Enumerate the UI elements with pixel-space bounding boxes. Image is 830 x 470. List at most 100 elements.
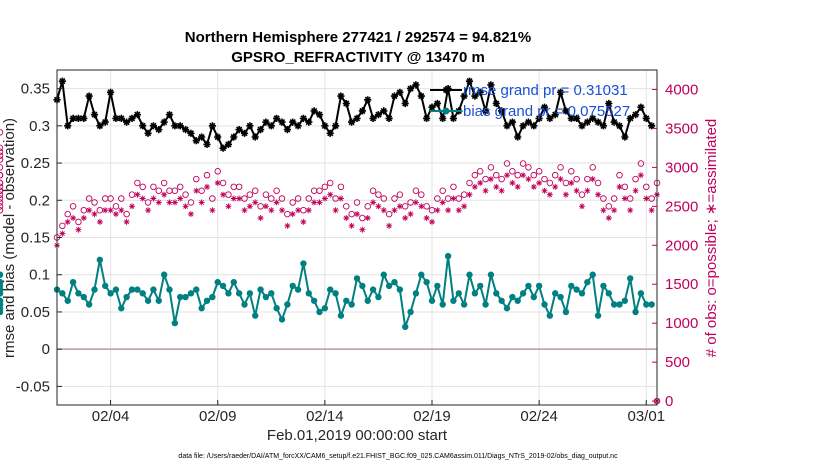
assimilated-obs-point [177, 195, 184, 202]
assimilated-obs-point [118, 207, 125, 214]
bias-point [214, 278, 221, 286]
rmse-point [519, 122, 527, 130]
rmse-point [364, 96, 372, 104]
assimilated-obs-point [579, 203, 585, 210]
x-tick-label: 02/09 [199, 408, 237, 425]
rmse-point [417, 92, 425, 100]
y-tick-label-left: 0.15 [21, 230, 50, 247]
assimilated-obs-point [391, 207, 398, 214]
y-tick-label-left: 0.35 [21, 81, 50, 98]
assimilated-obs-point [311, 199, 318, 206]
x-tick-label: 02/19 [413, 408, 451, 425]
y-tick-label-right: 4000 [665, 81, 698, 98]
possible-obs-point [278, 195, 286, 202]
bias-point [75, 290, 82, 297]
bias-point [493, 290, 500, 297]
rmse-point [160, 118, 168, 126]
rmse-point [257, 126, 265, 134]
rmse-point [289, 118, 297, 126]
bias-series [0, 252, 655, 331]
y-axis-label-left: rmse and bias (model - observation) [1, 118, 18, 358]
possible-obs-point [551, 171, 559, 179]
possible-obs-point [235, 183, 243, 191]
rmse-point [648, 122, 656, 130]
y-tick-label-right: 3000 [665, 159, 698, 176]
rmse-point [235, 126, 243, 134]
y-tick-label-left: 0.25 [21, 155, 50, 172]
bias-point [482, 301, 489, 308]
rmse-point [315, 111, 324, 119]
bias-point [171, 319, 179, 327]
assimilated-obs-point [316, 199, 323, 206]
bias-point [402, 323, 409, 331]
assimilated-obs-point [86, 207, 93, 214]
chart-title-line-1: Northern Hemisphere 277421 / 292574 = 94… [185, 29, 531, 46]
possible-obs-point [643, 183, 650, 191]
bias-point [530, 293, 537, 301]
bias-point [64, 297, 71, 304]
rmse-point [112, 114, 120, 122]
assimilated-obs-point [252, 199, 259, 206]
bias-point [428, 297, 436, 304]
assimilated-obs-point [134, 191, 141, 198]
bias-point [235, 290, 243, 297]
possible-obs-point [578, 191, 586, 198]
bias-point [0, 290, 4, 297]
bias-line [56, 255, 652, 328]
rmse-point [460, 92, 468, 100]
bias-point [444, 252, 452, 260]
legend-bias-label: bias grand pr = 0.075527 [463, 103, 630, 120]
bias-point [155, 297, 162, 304]
assimilated-obs-point [230, 195, 237, 202]
possible-obs-point [605, 203, 613, 210]
assimilated-obs-point [209, 207, 216, 214]
possible-obs-point [59, 222, 66, 230]
rmse-point [546, 114, 554, 122]
possible-obs-point [337, 183, 345, 191]
y-tick-label-left: 0.05 [21, 304, 50, 321]
bias-point [0, 271, 4, 278]
bias-point [327, 286, 334, 293]
bias-point [0, 278, 4, 286]
assimilated-obs-point [621, 195, 628, 202]
assimilated-obs-point [166, 199, 173, 206]
possible-obs-point [519, 160, 527, 167]
rmse-point [90, 111, 99, 119]
assimilated-obs-point [418, 203, 425, 210]
bias-point [364, 297, 371, 304]
x-axis-label: Feb.01,2019 00:00:00 start [267, 427, 448, 444]
bias-point [385, 282, 393, 290]
assimilated-obs-point [616, 183, 623, 190]
possible-obs-point [69, 203, 77, 210]
rmse-point [514, 133, 522, 141]
bias-point [69, 278, 77, 286]
rmse-point [80, 114, 88, 122]
possible-obs-point [353, 199, 361, 206]
possible-obs-point [155, 187, 163, 195]
rmse-point [599, 122, 607, 130]
assimilated-obs-point [520, 172, 527, 179]
rmse-point [540, 103, 549, 111]
assimilated-obs-point [455, 207, 462, 214]
x-tick-label: 02/04 [92, 408, 130, 425]
bias-point [509, 293, 516, 301]
bias-point [375, 293, 382, 301]
rmse-point [337, 92, 345, 100]
rmse-point [332, 122, 340, 130]
assimilated-obs-point [161, 191, 168, 198]
rmse-point [615, 122, 624, 130]
bias-point [455, 290, 462, 297]
assimilated-obs-point [434, 207, 441, 214]
rmse-point [492, 99, 500, 108]
assimilated-obs-point [525, 176, 532, 183]
possible-obs-point [326, 179, 334, 187]
possible-obs-point [391, 195, 398, 202]
y-tick-label-right: 3500 [665, 120, 698, 137]
rmse-point [192, 137, 200, 145]
bias-point [573, 286, 580, 293]
bias-point [627, 275, 634, 282]
bias-point [252, 312, 259, 319]
bias-point [434, 282, 441, 290]
bias-point [535, 282, 543, 290]
assimilated-obs-point [370, 199, 377, 206]
